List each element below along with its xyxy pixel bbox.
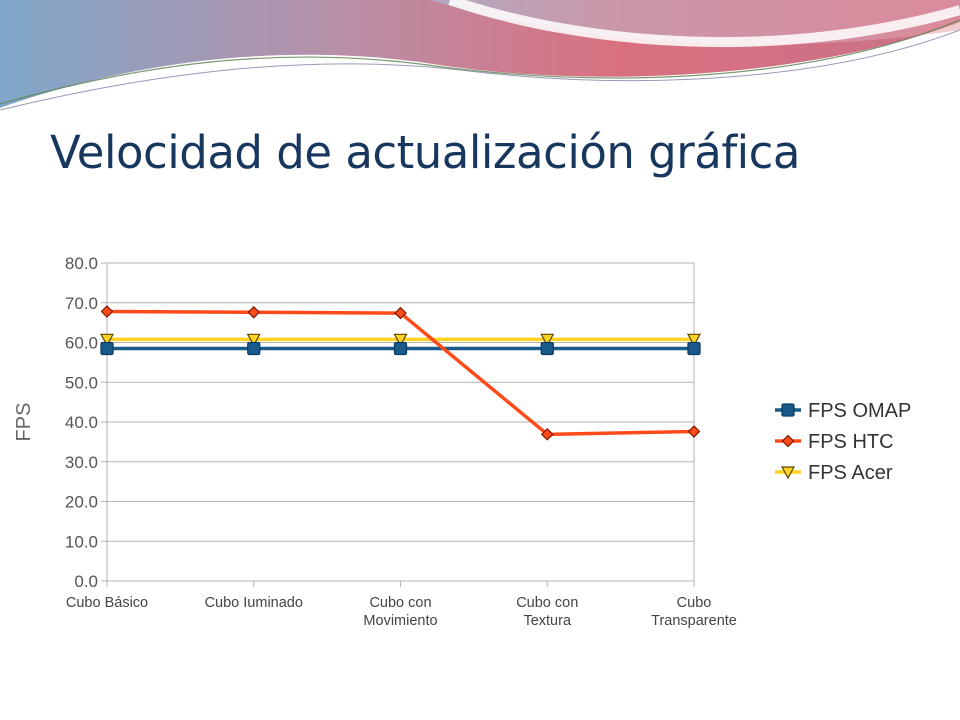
x-category-label: Cubo con xyxy=(516,595,578,611)
legend: FPS OMAP FPS HTC FPS Acer xyxy=(775,400,911,484)
slide-title: Velocidad de actualización gráfica xyxy=(50,126,800,179)
fps-htc-point xyxy=(687,425,701,438)
x-category-label: Cubo Básico xyxy=(66,595,148,611)
x-category-label: Textura xyxy=(523,613,571,629)
legend-label-fps-htc: FPS HTC xyxy=(808,431,894,453)
fps-acer-point xyxy=(393,333,408,347)
y-tick-label: 70.0 xyxy=(65,294,98,313)
fps-htc-point xyxy=(247,305,261,319)
axes: 0.0 10.0 20.0 30.0 40.0 50.0 60.0 70.0 80.0 Cubo … xyxy=(13,254,737,629)
legend-marker-fps-acer xyxy=(780,466,796,480)
fps-acer-point xyxy=(686,333,702,347)
fps-htc-point xyxy=(100,305,114,318)
fps-omap-point xyxy=(247,341,261,356)
legend-marker-fps-omap xyxy=(781,403,795,417)
y-tick-label: 10.0 xyxy=(65,532,98,551)
fps-omap-point xyxy=(687,341,701,356)
legend-label-fps-omap: FPS OMAP xyxy=(808,400,911,422)
y-tick-label: 20.0 xyxy=(65,493,98,512)
series-lines xyxy=(99,305,702,441)
x-category-label: Cubo Iuminado xyxy=(205,595,303,611)
fps-omap-point xyxy=(540,341,554,356)
x-category-label: Transparente xyxy=(651,613,737,629)
y-tick-label: 50.0 xyxy=(65,373,98,392)
fps-acer-point xyxy=(246,333,261,347)
decorative-header-banner xyxy=(0,0,960,111)
legend-marker-fps-htc xyxy=(781,434,795,448)
y-tick-label: 0.0 xyxy=(74,572,98,591)
y-tick-label: 40.0 xyxy=(65,413,98,432)
fps-htc-point xyxy=(540,427,554,441)
x-category-label: Cubo con xyxy=(369,595,431,611)
fps-omap-point xyxy=(393,341,408,356)
fps-acer-point xyxy=(540,333,555,347)
x-category-label: Cubo xyxy=(677,595,712,611)
y-tick-label: 80.0 xyxy=(65,254,98,273)
y-tick-label: 60.0 xyxy=(65,334,98,353)
fps-htc-line xyxy=(106,309,695,437)
y-tick-label: 30.0 xyxy=(65,453,98,472)
fps-omap-point xyxy=(100,341,114,356)
legend-label-fps-acer: FPS Acer xyxy=(808,462,893,484)
x-category-label: Movimiento xyxy=(363,613,437,629)
fps-acer-point xyxy=(99,333,115,347)
chart-panel: 0.0 10.0 20.0 30.0 40.0 50.0 60.0 70.0 80.0 Cubo … xyxy=(0,240,960,680)
fps-line-chart: 0.0 10.0 20.0 30.0 40.0 50.0 60.0 70.0 80.0 Cubo … xyxy=(13,254,911,629)
y-axis-title: FPS xyxy=(13,403,35,442)
fps-htc-point xyxy=(394,306,407,320)
